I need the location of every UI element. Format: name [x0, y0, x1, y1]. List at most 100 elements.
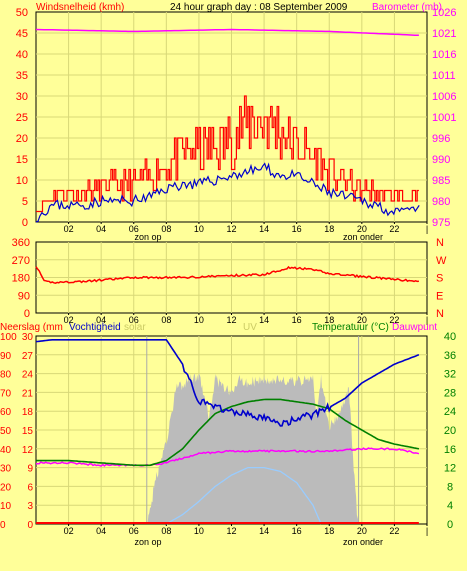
humidity-left-tick: 10 [0, 501, 12, 512]
humidity-left-tick: 30 [0, 464, 12, 475]
wind-right-tick: 1026 [432, 7, 456, 19]
x-tick-label: | [426, 224, 428, 234]
rain-left-tick: 9 [27, 464, 33, 475]
x-tick-label: 10 [194, 526, 204, 536]
uv-line [165, 466, 322, 525]
wind-left-tick: 20 [16, 133, 28, 145]
direction-left-tick: 270 [12, 255, 30, 267]
humidity-axis-label: Vochtigheid [69, 322, 121, 333]
rain-left-tick: 21 [22, 388, 34, 399]
rain-left-tick: 6 [27, 482, 33, 493]
rain-left-tick: 3 [27, 501, 33, 512]
x-tick-label: 06 [129, 526, 139, 536]
direction-left-tick: 0 [24, 308, 30, 320]
humidity-left-tick: 40 [0, 445, 12, 456]
x-tick-label: 08 [161, 224, 171, 234]
dewpoint-line [36, 447, 420, 467]
wind-gust-line [36, 95, 419, 213]
wind-right-tick: 975 [432, 217, 450, 229]
rain-left-tick: 27 [22, 351, 34, 362]
wind-right-tick: 1011 [432, 70, 456, 82]
solar-label: solar [124, 322, 146, 333]
humidity-line [35, 339, 420, 427]
temperature-right-tick: 4 [447, 500, 453, 512]
x-tick-label: 22 [389, 224, 399, 234]
sunrise-label: zon op [134, 232, 161, 242]
x-tick-label: 02 [64, 315, 74, 325]
dewpoint-axis-label: Dauwpunt [392, 322, 437, 333]
x-tick-label: 20 [357, 315, 367, 325]
rain-left-tick: 24 [22, 370, 34, 381]
wind-right-tick: 1016 [432, 49, 456, 61]
temperature-right-tick: 8 [447, 481, 453, 493]
x-tick-label: 22 [389, 526, 399, 536]
direction-right-letter: E [436, 290, 443, 302]
x-tick-label: 10 [194, 224, 204, 234]
wind-right-tick: 985 [432, 175, 450, 187]
rain-left-tick: 15 [22, 426, 34, 437]
x-tick-label: 02 [64, 526, 74, 536]
x-tick-label: 06 [129, 315, 139, 325]
temperature-right-tick: 12 [444, 463, 456, 475]
temperature-right-tick: 28 [444, 387, 456, 399]
wind-right-tick: 996 [432, 133, 450, 145]
rain-left-tick: 18 [22, 407, 34, 418]
wind-right-tick: 1001 [432, 112, 456, 124]
humidity-left-tick: 0 [0, 520, 6, 531]
wind-direction-line [35, 265, 419, 284]
temperature-right-tick: 32 [444, 369, 456, 381]
x-tick-label: 06 [129, 224, 139, 234]
x-tick-label: 22 [389, 315, 399, 325]
humidity-left-tick: 20 [0, 482, 12, 493]
wind-left-tick: 45 [16, 28, 28, 40]
wind-left-tick: 25 [16, 112, 28, 124]
humidity-left-tick: 80 [0, 370, 12, 381]
x-tick-label: 14 [259, 224, 269, 234]
direction-left-tick: 90 [18, 290, 30, 302]
solar-area [146, 373, 359, 524]
direction-left-tick: 180 [12, 273, 30, 285]
x-tick-label: 14 [259, 315, 269, 325]
wind-left-axis-label: Windsnelheid (kmh) [36, 2, 124, 13]
temperature-right-tick: 40 [444, 331, 456, 343]
wind-left-tick: 30 [16, 91, 28, 103]
humidity-left-tick: 100 [0, 332, 17, 343]
x-tick-label: 18 [324, 526, 334, 536]
temperature-line [36, 398, 420, 467]
temperature-right-tick: 0 [447, 519, 453, 531]
sunset-label: zon onder [343, 232, 383, 242]
humidity-left-tick: 50 [0, 426, 12, 437]
wind-left-tick: 15 [16, 154, 28, 166]
direction-right-letter: N [436, 237, 444, 249]
x-tick-label: 20 [357, 224, 367, 234]
x-tick-label: 02 [64, 224, 74, 234]
rain-left-tick: 30 [22, 332, 34, 343]
humidity-left-tick: 90 [0, 351, 12, 362]
x-tick-label: | [426, 315, 428, 325]
temperature-right-tick: 36 [444, 350, 456, 362]
x-tick-label: 08 [161, 315, 171, 325]
wind-left-tick: 35 [16, 70, 28, 82]
x-tick-label: 20 [357, 526, 367, 536]
humidity-left-tick: 60 [0, 407, 12, 418]
temperature-axis-label: Temperatuur (°C) [312, 322, 389, 333]
x-tick-label: | [426, 526, 428, 536]
wind-average-line [35, 162, 420, 223]
rain-left-tick: 12 [22, 445, 34, 456]
x-tick-label: 10 [194, 315, 204, 325]
temperature-right-tick: 20 [444, 425, 456, 437]
direction-right-letter: S [436, 273, 443, 285]
wind-left-tick: 10 [16, 175, 28, 187]
wind-right-tick: 1021 [432, 28, 456, 40]
wind-left-tick: 40 [16, 49, 28, 61]
temperature-right-tick: 24 [444, 406, 456, 418]
barometer-line [35, 28, 419, 37]
sunset-label-bottom: zon onder [343, 537, 383, 547]
x-tick-label: 12 [226, 315, 236, 325]
wind-right-axis-label: Barometer (mb) [372, 2, 442, 13]
uv-label: UV [243, 322, 257, 333]
x-tick-label: 16 [292, 526, 302, 536]
wind-left-tick: 0 [22, 217, 28, 229]
